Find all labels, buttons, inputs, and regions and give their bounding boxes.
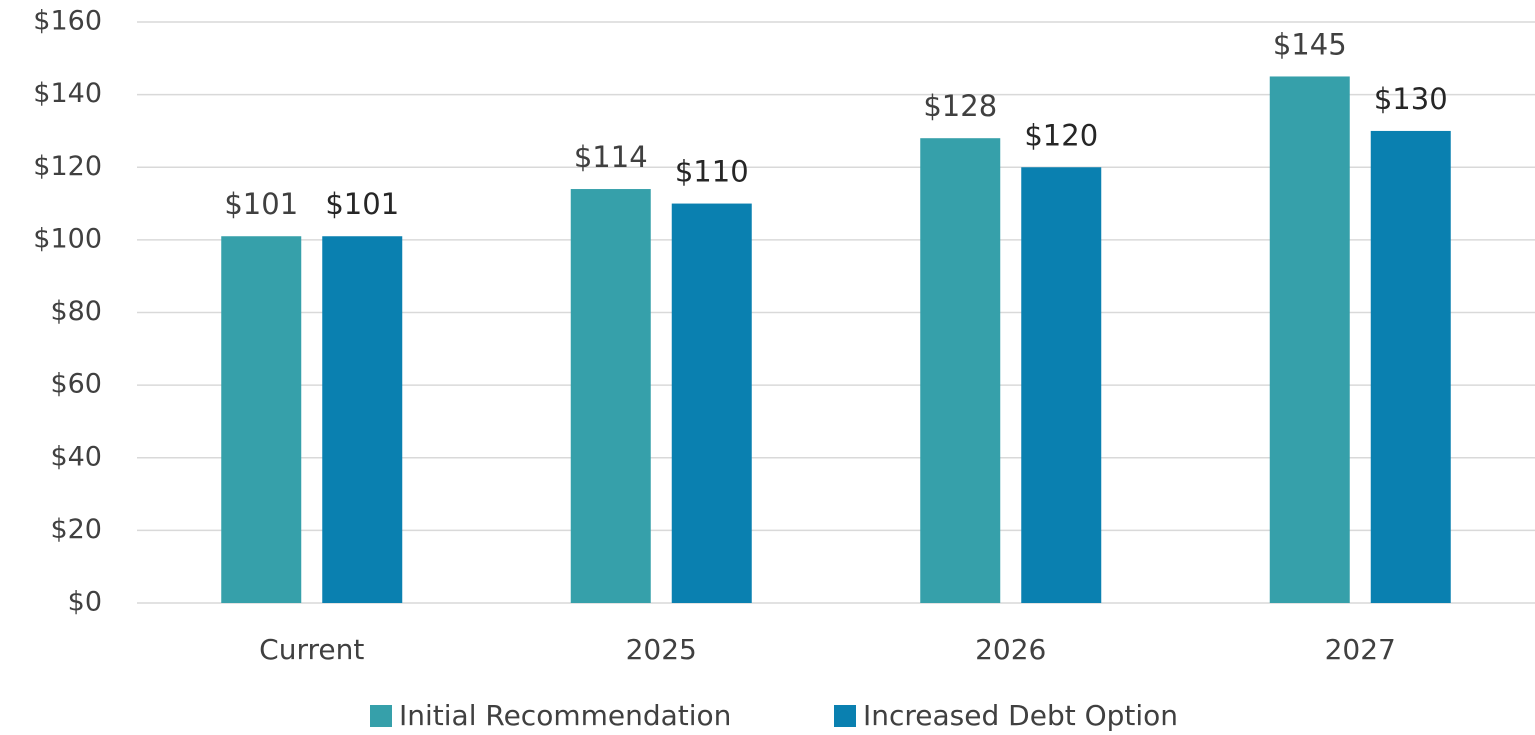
legend-label: Initial Recommendation bbox=[399, 699, 731, 732]
data-label: $120 bbox=[1024, 118, 1098, 152]
y-tick-label: $140 bbox=[33, 78, 102, 109]
bar bbox=[1021, 167, 1102, 603]
data-label: $145 bbox=[1273, 27, 1347, 61]
data-label: $130 bbox=[1374, 82, 1448, 116]
legend-swatch bbox=[370, 705, 392, 727]
bar bbox=[221, 236, 302, 603]
data-label: $114 bbox=[574, 140, 648, 174]
y-tick-label: $20 bbox=[50, 514, 102, 545]
legend-swatch bbox=[834, 705, 856, 727]
y-tick-label: $100 bbox=[33, 223, 102, 254]
x-tick-label: 2025 bbox=[626, 633, 697, 666]
bar bbox=[671, 203, 752, 603]
y-tick-label: $0 bbox=[68, 587, 102, 618]
x-tick-label: 2026 bbox=[975, 633, 1046, 666]
y-tick-label: $120 bbox=[33, 151, 102, 182]
bar bbox=[1370, 130, 1451, 603]
data-label: $110 bbox=[675, 155, 749, 189]
data-label: $101 bbox=[224, 187, 298, 221]
data-label: $101 bbox=[325, 187, 399, 221]
bar bbox=[322, 236, 403, 603]
y-tick-label: $60 bbox=[50, 369, 102, 400]
legend-label: Increased Debt Option bbox=[863, 699, 1178, 732]
y-tick-label: $160 bbox=[33, 6, 102, 37]
y-tick-label: $80 bbox=[50, 296, 102, 327]
data-label: $128 bbox=[923, 89, 997, 123]
y-tick-label: $40 bbox=[50, 441, 102, 472]
x-tick-label: Current bbox=[259, 633, 364, 666]
bar bbox=[920, 138, 1001, 603]
bar bbox=[570, 189, 651, 603]
bar bbox=[1269, 76, 1350, 603]
x-tick-label: 2027 bbox=[1325, 633, 1396, 666]
